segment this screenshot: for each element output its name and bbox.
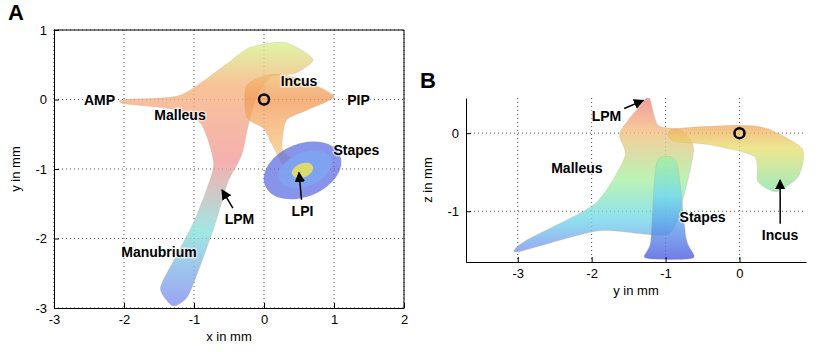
tick-label: 0 <box>452 126 459 141</box>
annotation: Malleus <box>154 107 206 123</box>
x-axis-title: y in mm <box>613 283 659 298</box>
tick: -2 <box>35 231 59 246</box>
annotation-arrow <box>299 172 301 199</box>
tick-label: 0 <box>736 266 743 281</box>
tick-mark <box>54 169 59 170</box>
panel: -3 -2 -1 0 1 2 -3 -2 -1 0 1 x in mm y in mm A AMP Malle… <box>8 0 408 344</box>
tick-label: -3 <box>35 301 47 316</box>
plot-area <box>119 42 350 306</box>
tick-mark <box>592 257 593 262</box>
tick: -1 <box>35 162 59 177</box>
annotations: LPM Malleus Stapes Incus <box>551 100 798 242</box>
grid-line <box>404 30 405 308</box>
tick: -3 <box>512 257 524 281</box>
y-axis-title: z in mm <box>420 157 435 203</box>
annotation: PIP <box>347 92 370 108</box>
tick-mark <box>194 303 195 308</box>
stapes-shape <box>644 156 694 260</box>
panel-letter: B <box>420 68 436 93</box>
annotation: Stapes <box>680 209 726 225</box>
tick-label: 2 <box>401 312 408 327</box>
annotation: LPM <box>225 211 255 227</box>
y-axis: -1 0 <box>447 99 471 263</box>
tick: 0 <box>452 126 471 141</box>
tick-mark <box>264 303 265 308</box>
tick: -3 <box>35 301 59 316</box>
tick-mark <box>54 239 59 240</box>
tick-mark <box>666 257 667 262</box>
tick-mark <box>124 303 125 308</box>
axis-line <box>466 99 467 263</box>
grid-line <box>739 98 740 262</box>
annotation: LPI <box>292 203 314 219</box>
tick-mark <box>334 303 335 308</box>
tick: 1 <box>331 303 338 327</box>
grid-line <box>54 238 404 239</box>
tick-mark <box>54 308 59 309</box>
x-axis-title: x in mm <box>206 329 252 344</box>
tick-label: 1 <box>331 312 338 327</box>
tick: -1 <box>189 303 201 327</box>
frame <box>404 30 405 308</box>
rotation-center <box>259 95 269 105</box>
annotation: Malleus <box>551 160 603 176</box>
x-axis: -3 -2 -1 0 1 2 <box>49 303 408 327</box>
annotation: Incus <box>281 73 318 89</box>
tick-label: -2 <box>119 312 131 327</box>
annotation: AMP <box>84 92 115 108</box>
axis-line <box>467 262 807 263</box>
tick-label: -3 <box>512 266 524 281</box>
annotation-arrow <box>624 100 643 108</box>
stapes-crura <box>273 143 338 195</box>
panel-letter: A <box>8 0 24 25</box>
tick-label: -1 <box>189 312 201 327</box>
grid <box>54 30 404 308</box>
tick-label: -2 <box>35 231 47 246</box>
annotation-arrow <box>779 180 781 224</box>
tick-label: -1 <box>660 266 672 281</box>
y-axis: -3 -2 -1 0 1 <box>35 23 59 316</box>
panel: -3 -2 -1 0 -1 0 y in mm z in mm B LPM Malleus Stape… <box>420 68 807 298</box>
incus-shape <box>668 125 803 191</box>
plot-area <box>514 98 804 260</box>
tick-label: 0 <box>261 312 268 327</box>
tick: -2 <box>119 303 131 327</box>
tick-mark <box>739 257 740 262</box>
tick-mark <box>54 100 59 101</box>
x-axis: -3 -2 -1 0 <box>467 257 807 281</box>
tick: -1 <box>447 204 471 219</box>
rotation-center <box>734 128 744 138</box>
frame <box>54 30 404 31</box>
tick-label: 0 <box>40 92 47 107</box>
tick: 0 <box>736 257 743 281</box>
annotation: Manubrium <box>121 244 196 260</box>
stapes-head <box>289 160 315 181</box>
tick-mark <box>466 133 471 134</box>
tick-label: -2 <box>586 266 598 281</box>
grid-line <box>517 98 518 262</box>
tick-label: -1 <box>35 162 47 177</box>
annotation-arrow <box>222 190 233 208</box>
y-axis-title: y in mm <box>8 146 23 192</box>
grid-line <box>54 308 404 309</box>
figure: -3 -2 -1 0 1 2 -3 -2 -1 0 1 x in mm y in mm A AMP Malle… <box>0 0 838 352</box>
tick: -2 <box>586 257 598 281</box>
tick-label: -3 <box>49 312 61 327</box>
grid <box>466 98 806 262</box>
annotation: Incus <box>762 227 799 243</box>
grid-line <box>54 30 404 31</box>
annotations: AMP Malleus Incus PIP Stapes LPI LPM Manubrium <box>84 73 380 261</box>
axis-line <box>55 308 405 309</box>
tick: -1 <box>660 257 672 281</box>
tick: 0 <box>40 92 59 107</box>
grid-line <box>124 30 125 308</box>
annotation: LPM <box>592 108 622 124</box>
tick-mark <box>466 211 471 212</box>
tick-label: -1 <box>447 204 459 219</box>
annotation: Stapes <box>333 142 379 158</box>
tick-label: 1 <box>40 23 47 38</box>
tick: 0 <box>261 303 268 327</box>
tick-mark <box>518 257 519 262</box>
